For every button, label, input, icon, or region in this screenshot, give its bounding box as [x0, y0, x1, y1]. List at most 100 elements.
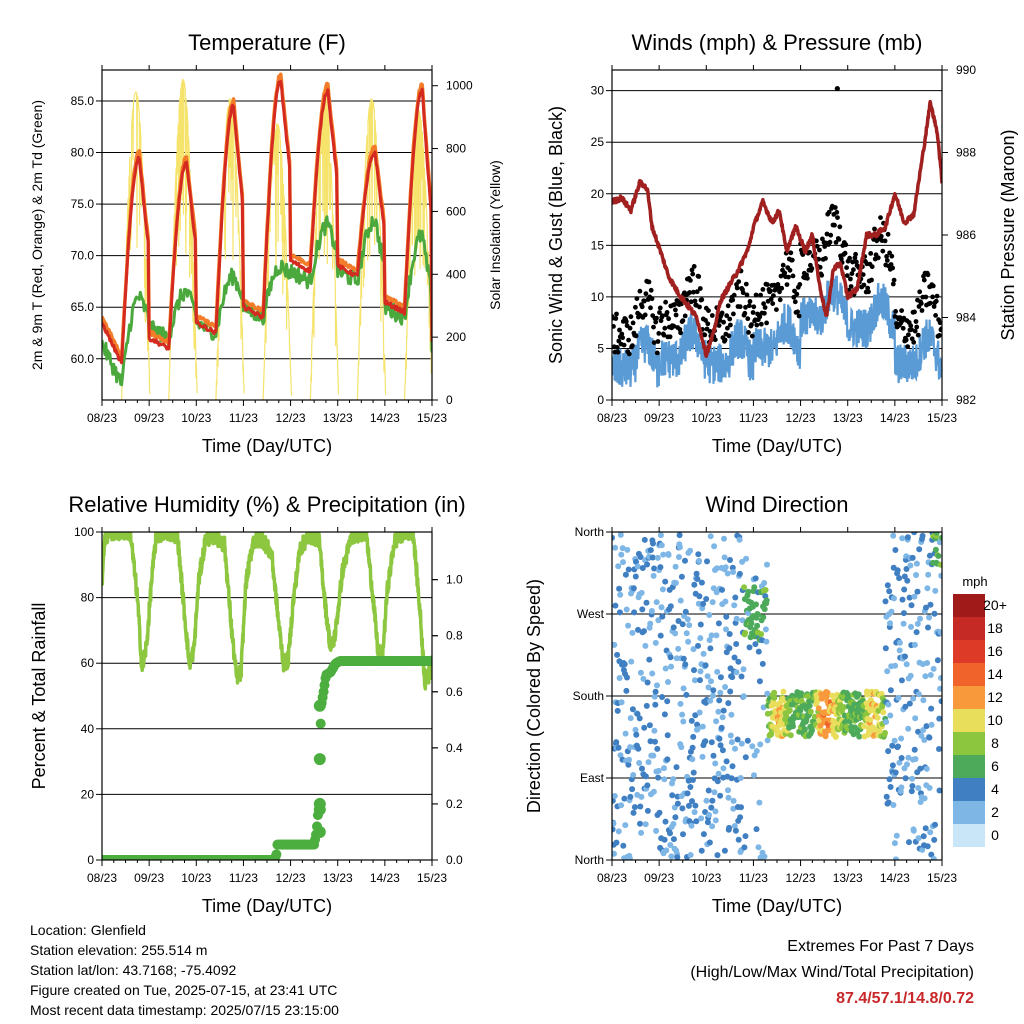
- gust-point: [667, 334, 673, 340]
- y-axis-label-right: Station Pressure (Maroon): [998, 129, 1018, 340]
- solar-series: [121, 78, 432, 400]
- gust-point: [637, 288, 643, 294]
- direction-point: [924, 843, 931, 850]
- direction-point: [751, 584, 758, 591]
- direction-point: [662, 665, 669, 672]
- extremes-title: Extremes For Past 7 Days: [787, 938, 974, 955]
- gust-point: [797, 282, 803, 287]
- direction-point: [650, 540, 656, 547]
- direction-point: [715, 770, 722, 777]
- chart-title: Relative Humidity (%) & Precipitation (i…: [68, 492, 465, 517]
- gust-point: [633, 333, 639, 339]
- y-axis-label-right: Solar Insolation (Yellow): [487, 160, 503, 310]
- direction-point: [714, 778, 721, 785]
- direction-point: [629, 786, 636, 793]
- direction-point: [618, 802, 625, 809]
- gust-point: [923, 294, 929, 300]
- direction-point: [719, 747, 726, 754]
- direction-point: [833, 733, 839, 740]
- direction-point: [655, 774, 662, 781]
- colorbar-label: 12: [987, 689, 1003, 705]
- direction-point: [715, 708, 722, 715]
- gust-point: [731, 292, 737, 298]
- direction-point: [659, 613, 666, 620]
- direction-point: [936, 787, 942, 794]
- plot-border: [101, 531, 433, 861]
- info-created: Figure created on Tue, 2025-07-15, at 23…: [30, 982, 338, 998]
- gust-point: [648, 305, 653, 311]
- rh-line: [102, 532, 432, 691]
- direction-point: [690, 646, 697, 653]
- direction-point: [641, 628, 647, 635]
- direction-point: [615, 828, 622, 835]
- direction-point: [852, 724, 858, 731]
- direction-point: [693, 570, 700, 577]
- direction-point: [893, 856, 899, 860]
- direction-point: [806, 702, 813, 709]
- gust-point: [849, 271, 855, 276]
- direction-point: [699, 723, 706, 730]
- gust-point: [925, 272, 931, 278]
- direction-point: [712, 760, 719, 767]
- y-right-tick-label: 600: [446, 204, 466, 218]
- direction-point: [648, 608, 655, 614]
- direction-point: [685, 638, 692, 645]
- direction-point: [691, 809, 698, 816]
- y-tick-label: 25: [591, 135, 605, 149]
- direction-point: [696, 709, 703, 716]
- gust-point: [697, 304, 702, 310]
- direction-point: [895, 694, 902, 701]
- gust-point: [672, 302, 677, 307]
- direction-point: [711, 789, 718, 796]
- gust-point: [847, 255, 852, 261]
- gust-point: [899, 308, 904, 313]
- gust-point: [702, 332, 708, 338]
- direction-point: [911, 593, 918, 600]
- direction-point: [925, 624, 931, 631]
- direction-point: [743, 555, 750, 562]
- direction-point: [896, 639, 903, 646]
- direction-point: [715, 620, 722, 627]
- direction-point: [928, 721, 935, 728]
- direction-point: [657, 564, 664, 571]
- gust-point: [709, 313, 715, 318]
- direction-point: [640, 675, 647, 682]
- direction-point: [887, 687, 894, 694]
- direction-point: [630, 772, 637, 778]
- direction-point: [893, 832, 900, 839]
- direction-point: [915, 785, 922, 791]
- direction-point: [654, 682, 660, 689]
- colorbar-swatch: [953, 755, 985, 778]
- direction-point: [790, 723, 796, 730]
- direction-point: [637, 669, 644, 676]
- direction-point: [652, 639, 659, 646]
- direction-point: [695, 551, 702, 558]
- gust-point: [623, 319, 629, 324]
- direction-point: [909, 554, 916, 561]
- gust-point: [853, 251, 858, 257]
- direction-point: [695, 642, 701, 649]
- direction-point: [713, 718, 720, 725]
- direction-point: [775, 728, 781, 735]
- y-tick-label: 30: [591, 84, 605, 98]
- gust-point: [671, 323, 677, 329]
- direction-point: [922, 673, 929, 680]
- direction-point: [935, 553, 942, 559]
- direction-point: [729, 674, 736, 681]
- direction-point: [613, 839, 620, 846]
- gust-point: [779, 285, 785, 291]
- colorbar-label: 18: [987, 620, 1003, 636]
- direction-point: [630, 585, 637, 592]
- direction-point: [869, 706, 876, 713]
- direction-point: [705, 684, 712, 691]
- gust-point: [836, 237, 842, 242]
- direction-point: [884, 668, 891, 675]
- gust-point: [809, 266, 815, 271]
- direction-point: [907, 562, 914, 569]
- precip-point: [427, 656, 432, 666]
- direction-point: [619, 545, 626, 552]
- direction-point: [930, 665, 937, 672]
- direction-point: [695, 600, 702, 607]
- direction-point: [650, 752, 657, 759]
- direction-point: [762, 626, 769, 633]
